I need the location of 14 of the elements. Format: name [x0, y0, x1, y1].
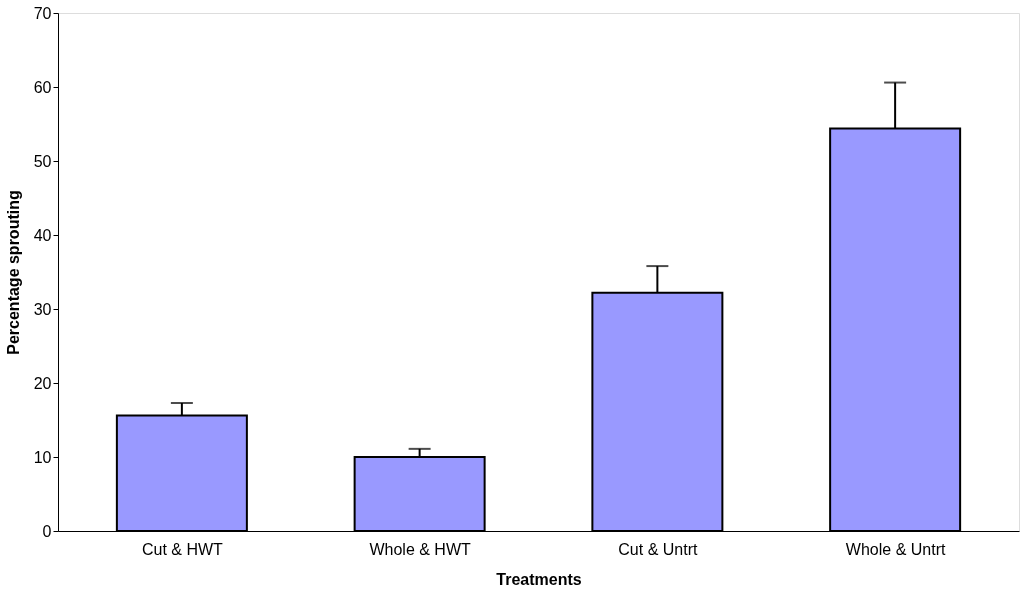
y-tick-label: 60 — [33, 78, 52, 96]
x-axis-title: Treatments — [496, 570, 582, 588]
x-tick-label: Cut & Untrt — [618, 540, 698, 558]
y-tick-label: 10 — [33, 448, 52, 466]
y-tick-label: 30 — [33, 300, 52, 318]
y-tick-label: 70 — [33, 4, 52, 22]
y-tick-label: 0 — [42, 522, 52, 540]
y-tick-label: 20 — [33, 374, 52, 392]
x-tick-label: Whole & Untrt — [845, 540, 946, 558]
y-tick-label: 40 — [33, 226, 52, 244]
x-tick-label: Cut & HWT — [141, 540, 224, 558]
y-axis-title: Percentage sprouting — [4, 190, 22, 355]
y-tick-label: 50 — [33, 152, 52, 170]
x-tick-label: Whole & HWT — [369, 540, 472, 558]
